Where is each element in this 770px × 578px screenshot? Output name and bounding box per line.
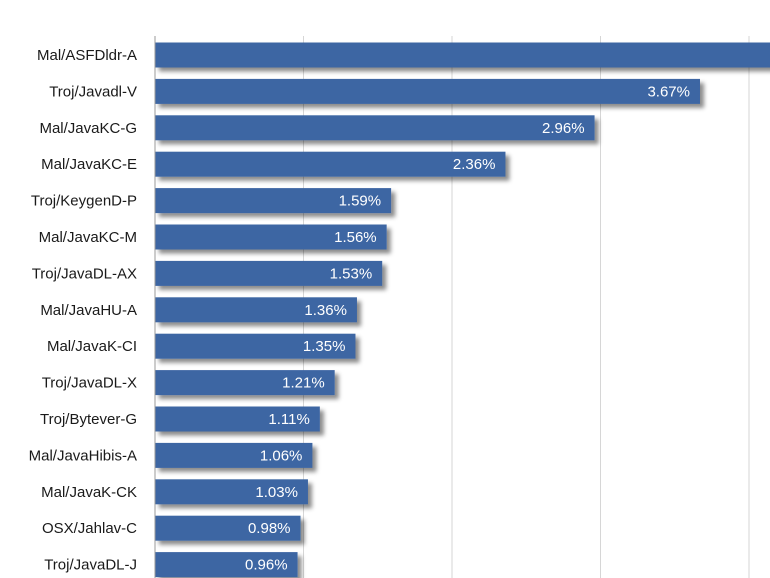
category-label: Troj/JavaDL-X bbox=[42, 375, 137, 392]
category-label: Mal/JavaKC-G bbox=[39, 120, 137, 137]
value-label: 2.36% bbox=[453, 156, 496, 173]
bar bbox=[155, 515, 301, 541]
bar bbox=[155, 442, 313, 468]
bars bbox=[155, 42, 770, 578]
category-label: Troj/JavaDL-J bbox=[44, 557, 137, 574]
bar bbox=[155, 552, 298, 578]
value-label: 1.59% bbox=[339, 193, 382, 210]
category-label: Mal/JavaKC-E bbox=[41, 156, 137, 173]
category-label: Mal/JavaHU-A bbox=[40, 302, 137, 319]
value-label: 1.06% bbox=[260, 447, 303, 464]
bar bbox=[155, 115, 595, 141]
category-label: Mal/JavaK-CI bbox=[47, 338, 137, 355]
value-label: 1.56% bbox=[334, 229, 377, 246]
value-label: 1.36% bbox=[304, 302, 347, 319]
value-label: 0.96% bbox=[245, 557, 288, 574]
value-label: 1.21% bbox=[282, 375, 325, 392]
bar bbox=[155, 42, 770, 68]
bar bbox=[155, 406, 320, 432]
value-label: 3.67% bbox=[647, 83, 690, 100]
category-label: Troj/KeygenD-P bbox=[31, 193, 137, 210]
category-label: Troj/Bytever-G bbox=[40, 411, 137, 428]
value-label: 1.03% bbox=[255, 484, 298, 501]
value-label: 1.53% bbox=[330, 265, 373, 282]
category-label: Mal/JavaKC-M bbox=[39, 229, 137, 246]
bar bbox=[155, 151, 506, 177]
value-label: 1.35% bbox=[303, 338, 346, 355]
category-label: Troj/Javadl-V bbox=[49, 83, 137, 100]
category-label: Mal/ASFDldr-A bbox=[37, 47, 137, 64]
bar bbox=[155, 479, 308, 505]
category-label: Mal/JavaK-CK bbox=[41, 484, 137, 501]
category-label: Mal/JavaHibis-A bbox=[29, 447, 137, 464]
bar bbox=[155, 260, 383, 286]
value-labels: 4.62%3.67%2.96%2.36%1.59%1.56%1.53%1.36%… bbox=[245, 83, 690, 574]
bar bbox=[155, 333, 356, 359]
bar bbox=[155, 297, 357, 323]
bar bbox=[155, 224, 387, 250]
bar bbox=[155, 188, 392, 214]
category-label: OSX/Jahlav-C bbox=[42, 520, 137, 537]
bar bbox=[155, 370, 335, 396]
value-label: 2.96% bbox=[542, 120, 585, 137]
bar bbox=[155, 78, 700, 104]
value-label: 1.11% bbox=[268, 411, 309, 428]
category-label: Troj/JavaDL-AX bbox=[32, 265, 137, 282]
category-labels: Mal/ASFDldr-A Troj/Javadl-V Mal/JavaKC-G Ma… bbox=[29, 47, 138, 574]
value-label: 0.98% bbox=[248, 520, 291, 537]
